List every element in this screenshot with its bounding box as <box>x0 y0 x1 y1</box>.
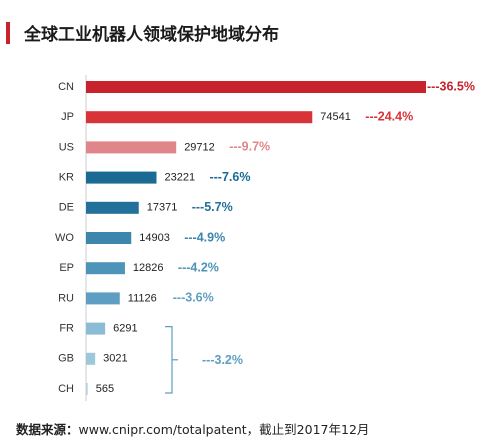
percent-label-wo: ---4.9% <box>184 230 225 244</box>
category-label-us: US <box>59 141 74 153</box>
bar-jp <box>86 111 313 124</box>
value-label-gb: 3021 <box>103 353 127 365</box>
category-label-ch: CH <box>58 383 74 395</box>
value-label-kr: 23221 <box>164 172 195 184</box>
bar-de <box>86 201 139 214</box>
source-label: 数据来源： <box>16 422 79 437</box>
value-label-ep: 12826 <box>133 262 164 274</box>
category-label-wo: WO <box>55 232 74 244</box>
bar-kr <box>86 171 157 184</box>
value-label-us: 29712 <box>184 141 215 153</box>
bar-ch <box>86 383 88 395</box>
source-text: www.cnipr.com/totalpatent，截止到2017年12月 <box>78 422 370 437</box>
bar-ep <box>86 262 125 275</box>
category-label-cn: CN <box>58 81 74 93</box>
bar-fr <box>86 322 106 335</box>
bar-wo <box>86 232 132 244</box>
group-bracket <box>165 326 173 394</box>
category-label-jp: JP <box>61 111 74 123</box>
value-label-fr: 6291 <box>113 323 137 335</box>
value-label-wo: 14903 <box>139 232 170 244</box>
percent-label-jp: ---24.4% <box>365 109 413 123</box>
group-percent-label: ---3.2% <box>202 353 243 367</box>
category-label-ep: EP <box>59 262 74 274</box>
category-label-de: DE <box>59 202 74 214</box>
title-accent-bar <box>6 22 10 44</box>
percent-label-kr: ---7.6% <box>209 170 250 184</box>
percent-label-cn: ---36.5% <box>427 79 475 93</box>
percent-label-ru: ---3.6% <box>173 291 214 305</box>
bar-us <box>86 141 177 154</box>
category-label-kr: KR <box>59 172 74 184</box>
value-label-de: 17371 <box>147 202 178 214</box>
percent-label-de: ---5.7% <box>192 200 233 214</box>
category-label-gb: GB <box>58 353 74 365</box>
bar-gb <box>86 352 96 365</box>
value-label-ru: 11126 <box>128 292 157 304</box>
category-label-fr: FR <box>59 323 74 335</box>
bar-cn <box>86 81 426 93</box>
value-label-jp: 74541 <box>320 111 351 123</box>
bar-ru <box>86 292 120 305</box>
percent-label-us: ---9.7% <box>229 140 270 154</box>
source-note: 数据来源：www.cnipr.com/totalpatent，截止到2017年1… <box>16 419 369 438</box>
percent-label-ep: ---4.2% <box>178 260 219 274</box>
chart-title: 全球工业机器人领域保护地域分布 <box>24 25 279 45</box>
value-label-ch: 565 <box>96 383 114 395</box>
category-label-ru: RU <box>58 292 74 304</box>
